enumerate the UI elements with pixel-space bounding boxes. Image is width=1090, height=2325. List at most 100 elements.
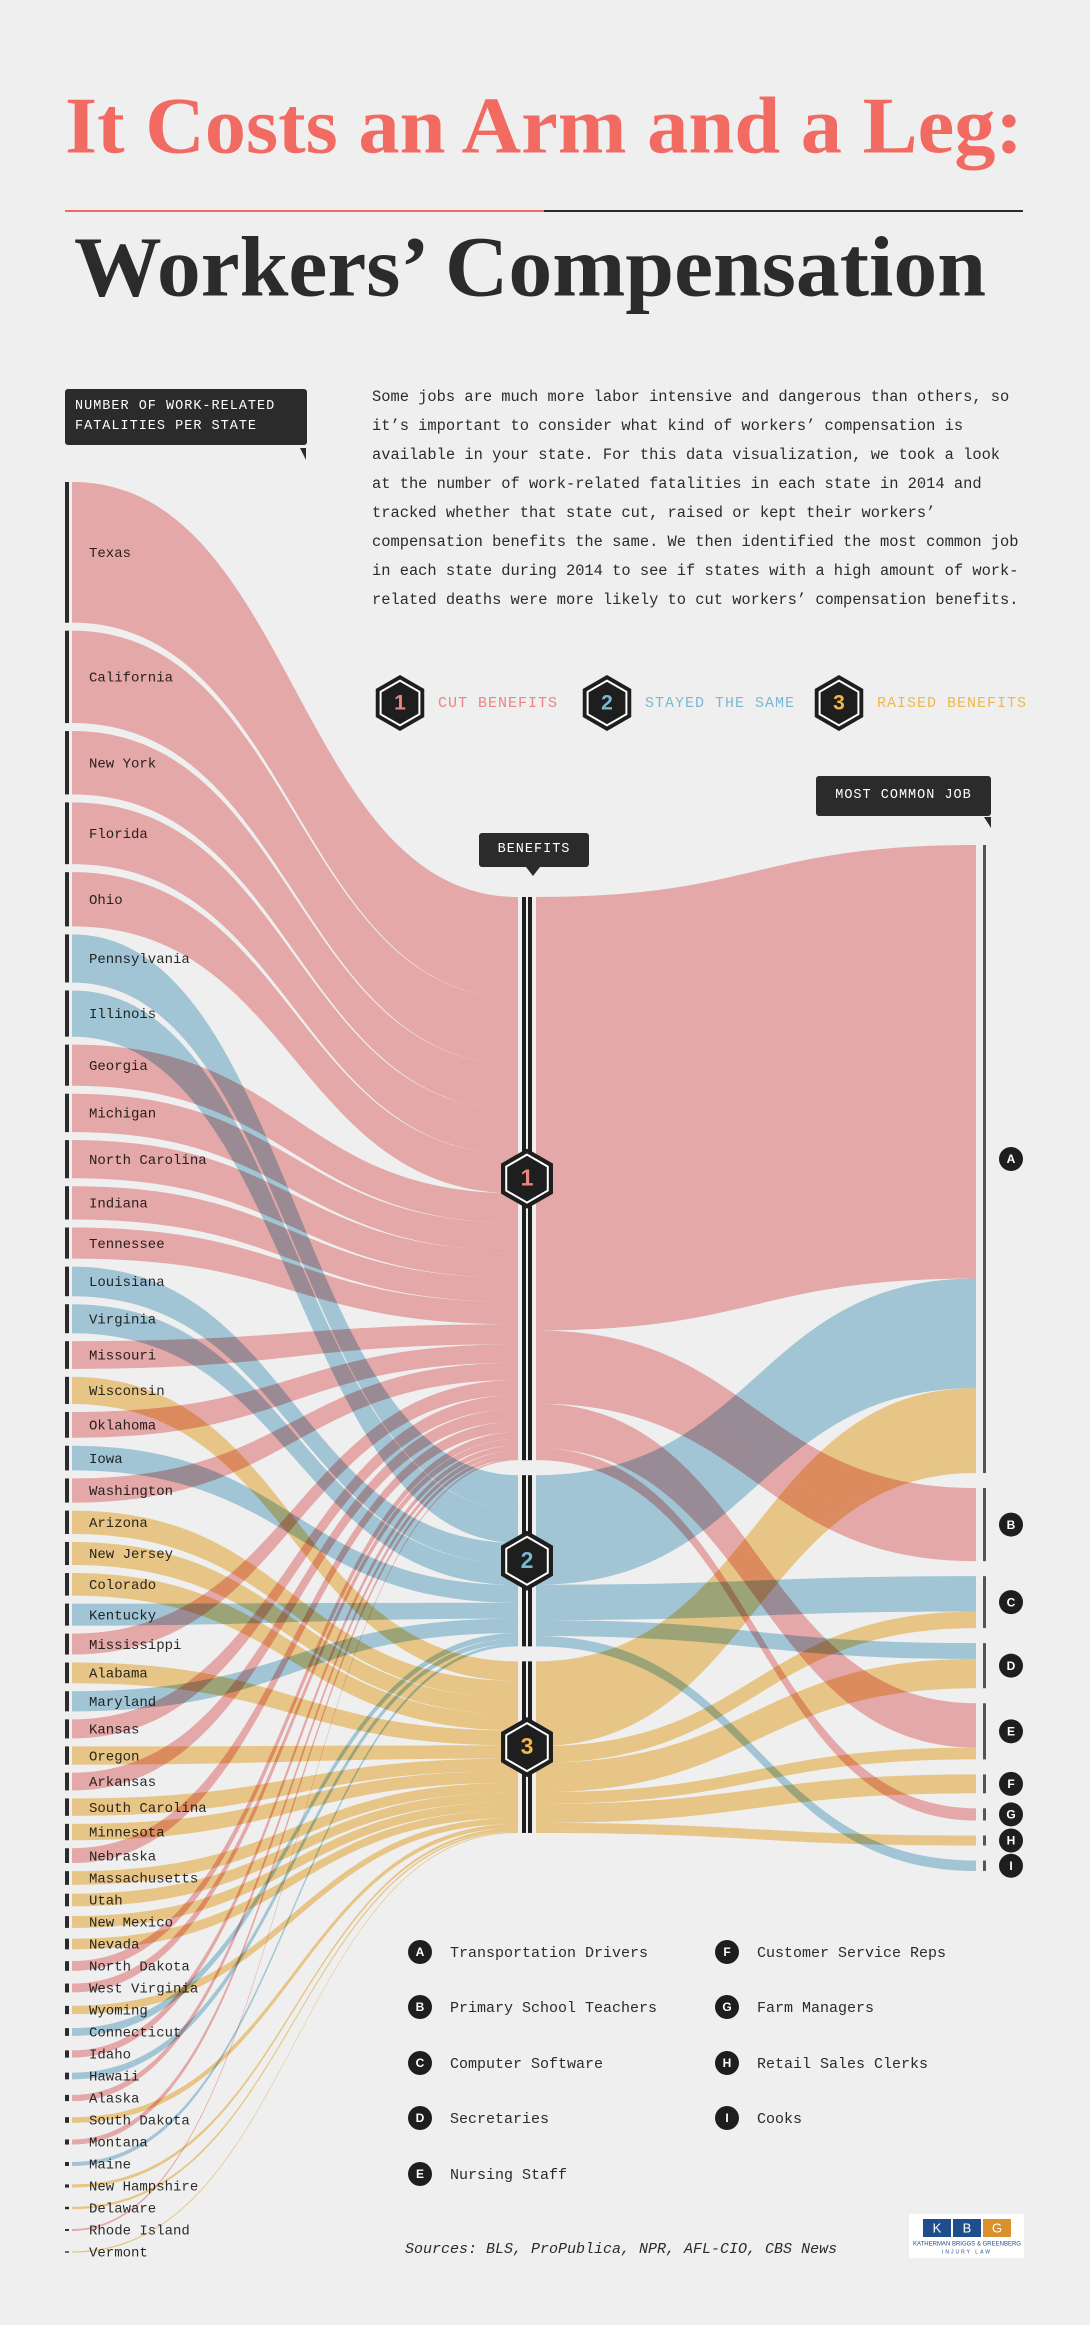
state-bar [65, 1848, 69, 1863]
logo-letter: K [933, 2220, 942, 2235]
state-bar [65, 1893, 69, 1907]
state-flow [72, 1344, 518, 1438]
job-flow [536, 946, 976, 1065]
legend-label: Cooks [757, 2111, 802, 2128]
legend-label: Computer Software [450, 2056, 603, 2073]
job-marker [999, 1147, 1023, 1172]
job-flow [536, 1239, 976, 1305]
job-flow [536, 1367, 976, 1582]
state-bar [65, 2229, 69, 2231]
logo-cell [953, 2219, 981, 2237]
state-bar [65, 1719, 69, 1739]
state-bar [65, 2050, 69, 2058]
state-bar [65, 1510, 69, 1534]
hexagon-ring [505, 1535, 549, 1586]
state-bar [65, 1938, 69, 1950]
state-bar [65, 1916, 69, 1928]
job-flow [536, 1132, 976, 1207]
job-node [983, 1576, 986, 1629]
state-bar [65, 1603, 69, 1626]
legend-marker [408, 1940, 432, 1964]
job-marker [999, 1828, 1023, 1853]
state-bar [65, 1871, 69, 1885]
legend-marker [408, 2106, 432, 2130]
hexagon-ring [505, 1721, 549, 1773]
state-bar [65, 1772, 69, 1791]
state-label: Vermont [89, 2246, 148, 2262]
state-bar [65, 1662, 69, 1684]
state-bar [65, 1746, 69, 1765]
state-flow [72, 1140, 518, 1278]
job-marker-letter: B [1007, 1518, 1016, 1532]
state-bar [65, 1227, 69, 1259]
logo-name: KATHERMAN BRIGGS & GREENBERG [913, 2242, 1021, 2248]
hexagon-number: 3 [521, 1733, 534, 1759]
logo-letter: B [963, 2220, 972, 2235]
legend-label: Nursing Staff [450, 2167, 567, 2184]
job-flow [536, 1439, 976, 1726]
state-flow [72, 1186, 518, 1302]
state-flow [72, 872, 518, 1194]
job-marker [999, 1719, 1023, 1744]
jobs-label: MOST COMMON JOB [816, 776, 991, 816]
hexagon [814, 675, 864, 731]
state-bar [65, 1633, 69, 1655]
hexagon-number: 3 [833, 692, 845, 715]
state-bar [65, 2184, 69, 2188]
state-bar [65, 1376, 69, 1404]
job-flow [536, 1466, 976, 1744]
state-bar [65, 2161, 69, 2167]
legend-letter: F [723, 1945, 730, 1959]
state-flow [72, 1304, 518, 1585]
legend-label: Primary School Teachers [450, 2000, 657, 2017]
legend-marker [408, 2162, 432, 2186]
state-bar [65, 1961, 69, 1971]
state-bar [65, 934, 69, 983]
job-flow [536, 1154, 976, 1227]
hexagon-ring [586, 679, 628, 727]
hexagon [501, 1530, 553, 1591]
hexagon-number: 2 [601, 692, 613, 715]
job-marker-letter: E [1007, 1725, 1015, 1739]
state-bar [65, 482, 69, 623]
state-flow [72, 1421, 518, 1863]
job-flow [536, 1472, 976, 1747]
job-flow [536, 1658, 976, 1780]
state-flow [72, 1266, 518, 1565]
state-flow [72, 1770, 518, 1841]
job-node [983, 1643, 986, 1689]
subtitle: Workers’ Compensation [74, 219, 986, 315]
state-flow [72, 1817, 518, 2015]
state-bar [65, 1140, 69, 1179]
callout-tab [984, 817, 991, 828]
state-flow [72, 1458, 518, 2231]
state-bar [65, 990, 69, 1037]
state-flow [72, 1758, 518, 1816]
state-flow [72, 802, 518, 1155]
legend-letter: I [725, 2111, 728, 2125]
benefit-legend-label: CUT BENEFITS [438, 695, 558, 712]
hexagon [501, 1148, 553, 1209]
job-flow [536, 1675, 976, 1793]
state-flow [72, 1324, 518, 1369]
state-flow [72, 1643, 518, 2167]
job-flow [536, 1278, 976, 1510]
job-marker-letter: H [1007, 1834, 1016, 1848]
state-bar [65, 2139, 69, 2145]
state-bar [65, 1341, 69, 1369]
legend-letter: E [416, 2167, 424, 2181]
job-marker-letter: F [1007, 1777, 1014, 1791]
hexagon-ring [505, 1153, 549, 1204]
job-flow [536, 1407, 976, 1698]
state-flow [72, 1830, 518, 2210]
hexagon-ring [818, 679, 860, 727]
job-flow [536, 1774, 976, 1814]
logo-tagline: INJURY LAW [942, 2249, 992, 2255]
state-bar [65, 1445, 69, 1471]
state-label: Rhode Island [89, 2224, 190, 2240]
job-flow [536, 1081, 976, 1161]
job-flow [536, 1424, 976, 1713]
job-marker [999, 1512, 1023, 1537]
state-flow [72, 1450, 518, 2102]
